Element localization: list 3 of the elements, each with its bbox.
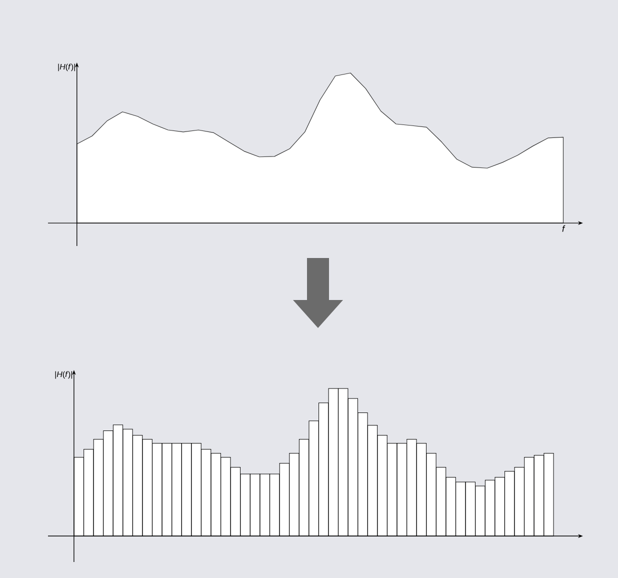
y-axis-title: |H(f)| <box>58 64 75 72</box>
y-axis-title: |H(f)| <box>55 371 72 379</box>
x-axis-title: f <box>562 225 566 232</box>
